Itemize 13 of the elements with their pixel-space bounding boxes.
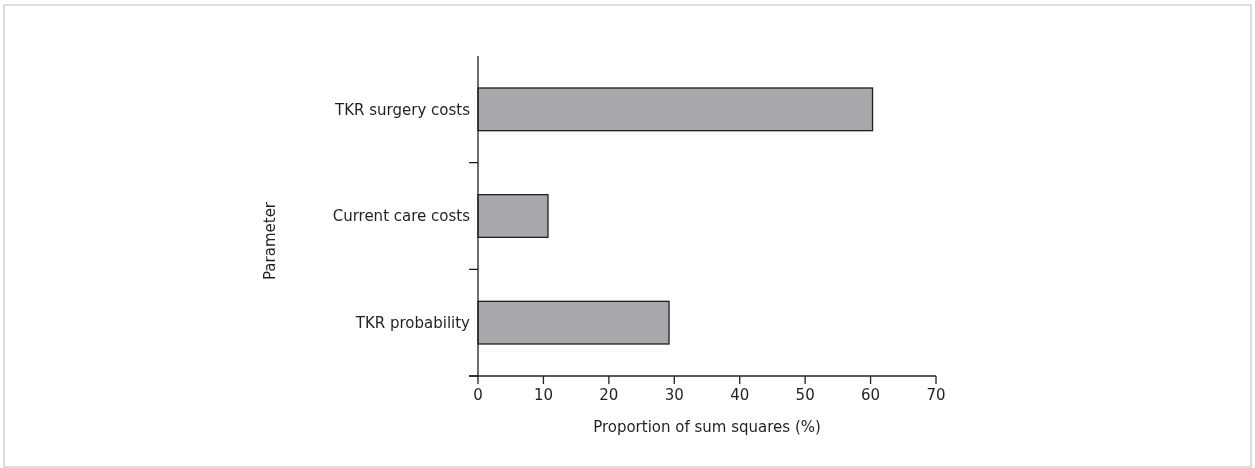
- x-tick-label: 50: [795, 386, 815, 404]
- x-axis-title: Proportion of sum squares (%): [593, 418, 821, 436]
- y-tick-label: TKR probability: [354, 313, 471, 332]
- x-tick-label: 20: [599, 386, 619, 404]
- y-tick-label: Current care costs: [332, 207, 471, 226]
- x-tick-label: 30: [664, 386, 684, 404]
- x-tick-label: 10: [533, 386, 553, 404]
- y-tick-label: TKR surgery costs: [334, 100, 471, 119]
- y-axis-title: Parameter: [261, 201, 279, 281]
- x-tick-label: 70: [926, 386, 946, 404]
- x-tick-label: 60: [861, 386, 881, 404]
- x-tick-label: 40: [730, 386, 750, 404]
- x-tick-label: 0: [473, 386, 483, 404]
